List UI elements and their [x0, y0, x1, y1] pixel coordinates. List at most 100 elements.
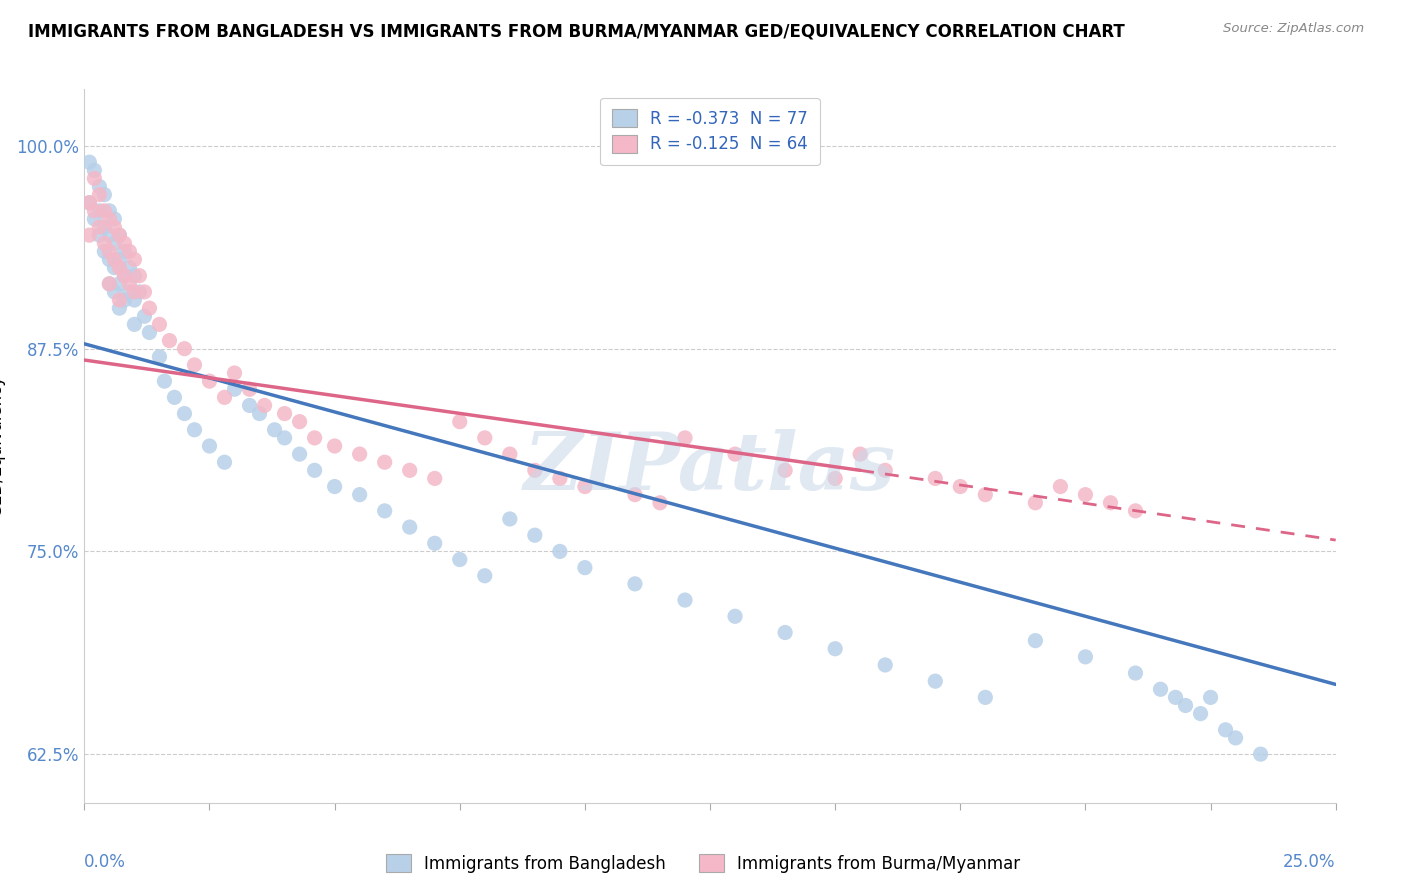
Point	[1199, 690, 1222, 705]
Point	[148, 350, 170, 364]
Point	[112, 268, 135, 283]
Point	[112, 244, 135, 259]
Point	[79, 228, 101, 243]
Point	[449, 552, 471, 566]
Point	[1250, 747, 1272, 761]
Point	[349, 488, 371, 502]
Point	[374, 455, 396, 469]
Point	[103, 260, 125, 275]
Point	[93, 220, 115, 235]
Point	[112, 268, 135, 283]
Point	[108, 252, 131, 267]
Point	[173, 342, 195, 356]
Point	[83, 211, 105, 226]
Point	[1125, 666, 1147, 681]
Point	[773, 625, 796, 640]
Point	[253, 399, 276, 413]
Point	[1074, 488, 1097, 502]
Point	[574, 560, 596, 574]
Point	[93, 244, 115, 259]
Point	[89, 228, 111, 243]
Point	[89, 203, 111, 218]
Point	[1099, 496, 1122, 510]
Point	[103, 211, 125, 226]
Point	[98, 277, 121, 291]
Point	[499, 447, 522, 461]
Point	[173, 407, 195, 421]
Point	[153, 374, 176, 388]
Point	[304, 431, 326, 445]
Point	[134, 285, 156, 299]
Point	[118, 277, 141, 291]
Point	[148, 318, 170, 332]
Point	[1024, 496, 1046, 510]
Point	[304, 463, 326, 477]
Point	[128, 285, 150, 299]
Point	[574, 479, 596, 493]
Point	[93, 236, 115, 251]
Point	[214, 390, 236, 404]
Point	[773, 463, 796, 477]
Point	[949, 479, 972, 493]
Point	[624, 488, 647, 502]
Point	[138, 326, 160, 340]
Point	[124, 318, 146, 332]
Point	[1189, 706, 1212, 721]
Point	[112, 236, 135, 251]
Point	[103, 220, 125, 235]
Point	[214, 455, 236, 469]
Point	[112, 293, 135, 307]
Point	[138, 301, 160, 315]
Point	[1174, 698, 1197, 713]
Point	[83, 203, 105, 218]
Point	[273, 407, 295, 421]
Point	[423, 471, 446, 485]
Y-axis label: GED/Equivalency: GED/Equivalency	[0, 375, 6, 517]
Point	[83, 163, 105, 178]
Point	[124, 268, 146, 283]
Point	[1225, 731, 1247, 745]
Point	[624, 577, 647, 591]
Point	[108, 228, 131, 243]
Point	[103, 252, 125, 267]
Point	[523, 528, 546, 542]
Point	[1074, 649, 1097, 664]
Point	[924, 471, 946, 485]
Point	[118, 285, 141, 299]
Point	[98, 211, 121, 226]
Point	[1049, 479, 1071, 493]
Point	[98, 252, 121, 267]
Point	[499, 512, 522, 526]
Point	[108, 293, 131, 307]
Point	[93, 187, 115, 202]
Legend: R = -0.373  N = 77, R = -0.125  N = 64: R = -0.373 N = 77, R = -0.125 N = 64	[600, 97, 820, 165]
Point	[523, 463, 546, 477]
Point	[824, 471, 846, 485]
Point	[724, 609, 747, 624]
Point	[548, 544, 571, 558]
Point	[124, 252, 146, 267]
Point	[98, 244, 121, 259]
Point	[93, 203, 115, 218]
Point	[1125, 504, 1147, 518]
Point	[249, 407, 271, 421]
Point	[673, 431, 696, 445]
Point	[198, 374, 221, 388]
Point	[824, 641, 846, 656]
Point	[89, 187, 111, 202]
Point	[263, 423, 285, 437]
Point	[108, 301, 131, 315]
Text: Source: ZipAtlas.com: Source: ZipAtlas.com	[1223, 22, 1364, 36]
Point	[875, 657, 897, 672]
Point	[374, 504, 396, 518]
Point	[224, 366, 246, 380]
Point	[449, 415, 471, 429]
Point	[1149, 682, 1171, 697]
Point	[118, 260, 141, 275]
Point	[398, 520, 420, 534]
Point	[924, 674, 946, 689]
Point	[1215, 723, 1237, 737]
Point	[238, 382, 260, 396]
Point	[198, 439, 221, 453]
Point	[108, 228, 131, 243]
